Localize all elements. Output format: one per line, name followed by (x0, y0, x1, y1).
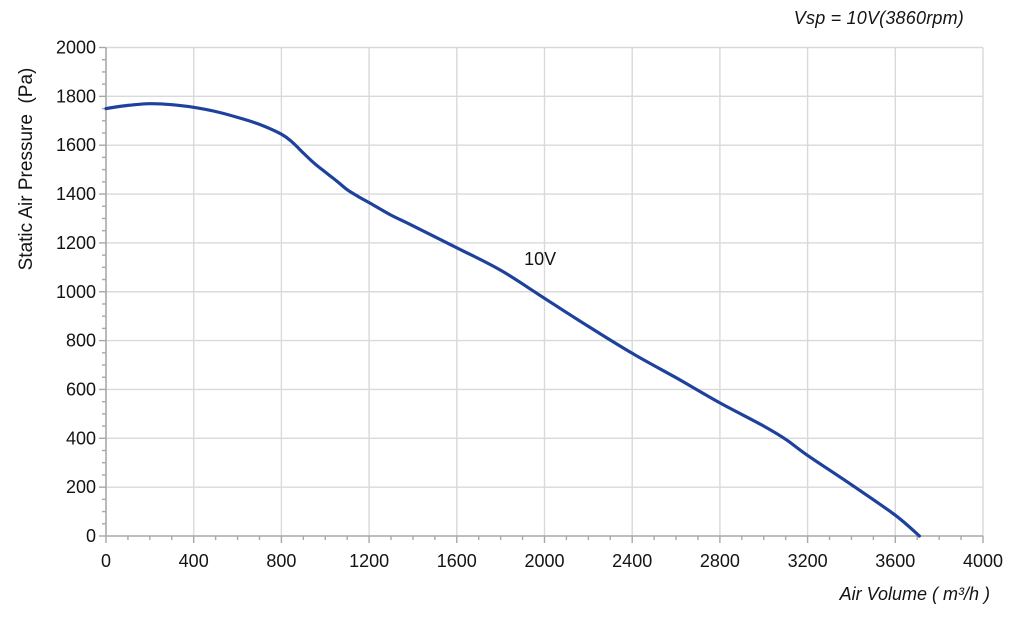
x-tick-label: 800 (266, 551, 296, 571)
x-tick-label: 3600 (875, 551, 915, 571)
x-tick-labels: 0 400 800 1200 1600 2000 2400 2800 3200 3600 4000 (101, 551, 1003, 571)
y-tick-label: 200 (66, 477, 96, 497)
y-tick-label: 1800 (56, 86, 96, 106)
series-curve-10v (104, 102, 921, 538)
y-tick-label: 1200 (56, 233, 96, 253)
x-tick-label: 2800 (700, 551, 740, 571)
y-tick-label: 1000 (56, 282, 96, 302)
y-tick-label: 2000 (56, 38, 96, 58)
x-tick-label: 3200 (788, 551, 828, 571)
series-label-10v: 10V (524, 249, 556, 269)
y-tick-label: 400 (66, 428, 96, 448)
y-tick-label: 600 (66, 379, 96, 399)
y-tick-label: 1400 (56, 184, 96, 204)
x-tick-label: 400 (179, 551, 209, 571)
x-tick-label: 2400 (612, 551, 652, 571)
x-tick-label: 1600 (437, 551, 477, 571)
gridlines (106, 46, 984, 536)
x-tick-label: 2000 (524, 551, 564, 571)
y-tick-label: 0 (86, 526, 96, 546)
x-tick-label: 0 (101, 551, 111, 571)
vsp-annotation: Vsp = 10V(3860rpm) (793, 8, 964, 28)
x-tick-label: 4000 (963, 551, 1003, 571)
y-tick-labels: 0 200 400 600 800 1000 1200 1400 1600 1800 2000 (56, 38, 96, 547)
x-tick-label: 1200 (349, 551, 389, 571)
tick-marks (99, 46, 984, 543)
x-axis-title: Air Volume ( m³/h ) (839, 584, 990, 604)
y-tick-label: 1600 (56, 135, 96, 155)
y-tick-label: 800 (66, 331, 96, 351)
